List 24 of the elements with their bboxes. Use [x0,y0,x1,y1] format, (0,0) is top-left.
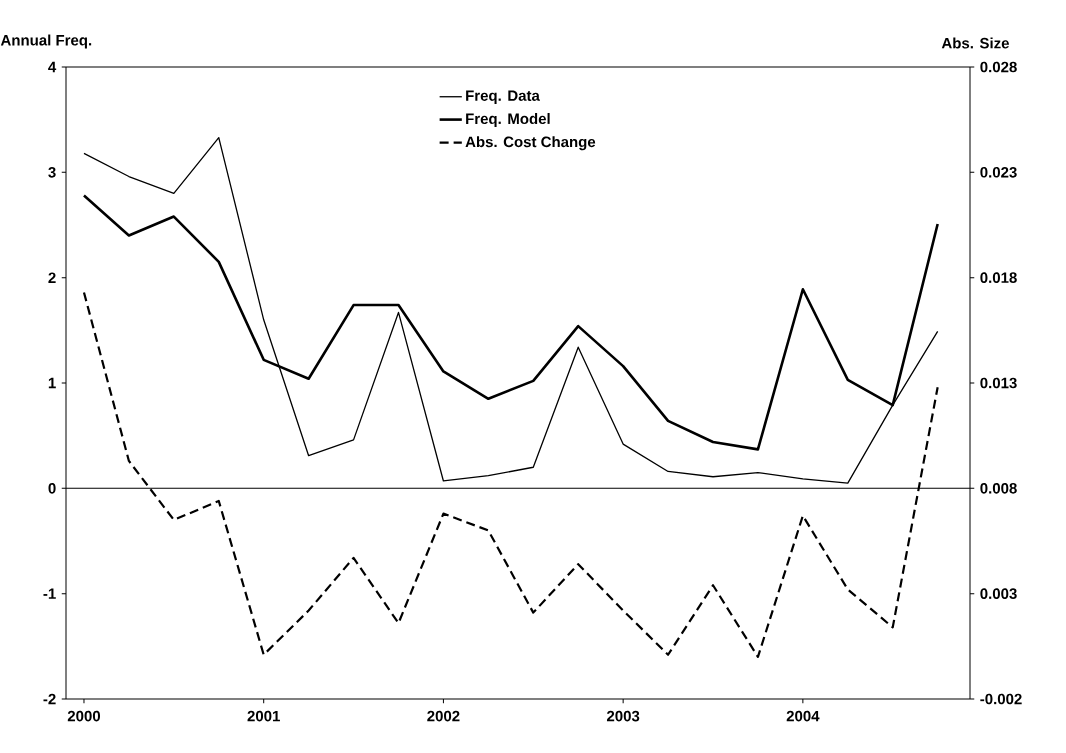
legend-label: Abs. Cost Change [465,136,596,151]
legend-label: Freq. Model [466,113,550,127]
x-tick-label: 2002 [427,710,460,722]
y2-tick-label: 0.008 [980,483,1017,494]
y2-axis-title: Abs. Size [941,37,1009,49]
legend-label: Freq. Data [466,90,540,104]
x-tick-label: 2000 [67,710,101,722]
y2-tick-label: 0.013 [980,377,1017,389]
y-tick-label: 0 [48,483,56,494]
x-tick-label: 2004 [786,710,820,722]
y-tick-label: 3 [48,167,56,178]
y-axis-title: Annual Freq. [0,34,92,49]
y-tick-label: 2 [48,272,56,283]
y2-tick-label: 0.018 [980,272,1017,283]
y2-tick-label: 0.023 [980,167,1017,178]
y-tick-label: 4 [48,61,57,73]
y2-tick-label: 0.003 [980,588,1017,599]
y-tick-label: -1 [43,588,56,599]
x-tick-label: 2001 [247,710,280,722]
x-tick-label: 2003 [606,710,640,722]
y2-tick-label: -0.002 [980,693,1022,705]
y-tick-label: -2 [43,693,56,705]
y-tick-label: 1 [48,377,56,389]
y2-tick-label: 0.028 [980,61,1017,73]
